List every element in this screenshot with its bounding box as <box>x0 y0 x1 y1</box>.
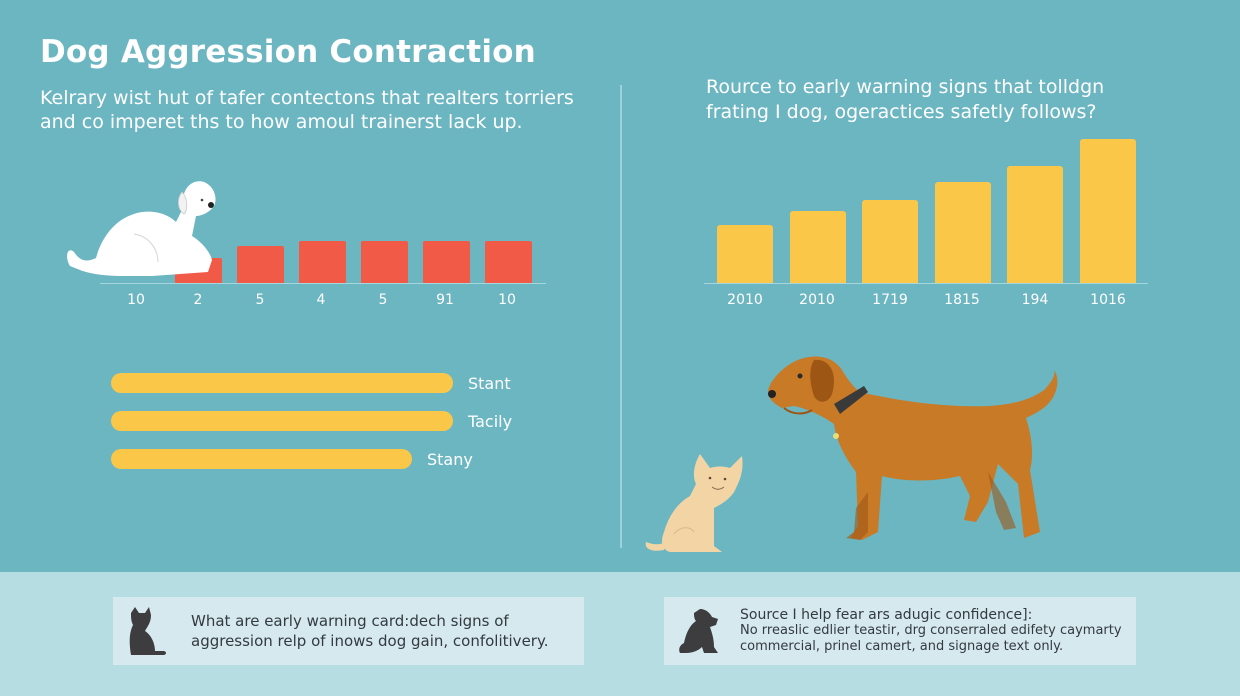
x-tick: 10 <box>498 292 516 308</box>
hbar-label: Tacily <box>468 411 513 431</box>
x-tick: 1815 <box>944 292 980 308</box>
card-right-text: Source I help fear ars adugic confidence… <box>740 607 1122 655</box>
page-title: Dog Aggression Contraction <box>40 34 536 70</box>
hbar-row: Stany <box>111 448 473 470</box>
chart-baseline <box>704 283 1148 284</box>
x-tick: 91 <box>436 292 454 308</box>
hbar <box>111 373 453 393</box>
chart-baseline <box>100 283 546 284</box>
bar-3 <box>237 246 284 283</box>
red-bar-chart: 10 2 5 4 5 91 10 <box>100 200 546 310</box>
card-right-title: Source I help fear ars adugic confidence… <box>740 607 1033 623</box>
x-tick: 2010 <box>799 292 835 308</box>
card-left-text: What are early warning card:dech signs o… <box>191 611 548 651</box>
bar-3 <box>862 200 918 283</box>
white-dog-icon <box>67 181 216 276</box>
x-tick: 2 <box>193 292 203 308</box>
hbar <box>111 449 412 469</box>
card-right-line2: commercial, prinel camert, and signage t… <box>740 639 1064 654</box>
x-tick: 2010 <box>727 292 763 308</box>
x-tick: 1719 <box>872 292 908 308</box>
bar-2 <box>790 211 846 283</box>
brown-dog-icon <box>768 356 1058 540</box>
bar-5 <box>361 241 408 283</box>
horizontal-bar-list: Stant Tacily Stany <box>111 372 551 472</box>
hbar <box>111 411 453 431</box>
yellow-bar-chart: 2010 2010 1719 1815 194 1016 <box>704 130 1148 315</box>
x-tick: 4 <box>316 292 326 308</box>
dog-silhouette-icon <box>679 609 718 653</box>
bar-4 <box>935 182 991 283</box>
bar-6 <box>423 241 470 283</box>
right-panel-question: Rource to early warning signs that tolld… <box>706 76 1105 123</box>
card-right-line1: No rreaslic edlier teastir, drg conserra… <box>740 623 1122 638</box>
x-tick: 5 <box>255 292 265 308</box>
bar-6 <box>1080 139 1136 283</box>
page-subtitle: Kelrary wist hut of tafer contectons tha… <box>40 87 574 133</box>
bar-4 <box>299 241 346 283</box>
x-tick: 10 <box>127 292 145 308</box>
card-left-line2: aggression relp of inows dog gain, confo… <box>191 632 549 650</box>
info-card-left: What are early warning card:dech signs o… <box>113 597 584 665</box>
bar-7 <box>485 241 532 283</box>
vertical-divider <box>620 85 622 548</box>
bar-1 <box>717 225 773 283</box>
hbar-label: Stany <box>427 449 473 469</box>
x-tick: 194 <box>1021 292 1049 308</box>
hbar-label: Stant <box>468 373 511 393</box>
card-left-line1: What are early warning card:dech signs o… <box>191 612 509 630</box>
x-tick: 1016 <box>1090 292 1126 308</box>
x-tick: 5 <box>378 292 388 308</box>
bar-5 <box>1007 166 1063 283</box>
cat-icon <box>645 454 743 552</box>
cat-silhouette-icon <box>129 607 166 655</box>
info-card-right: Source I help fear ars adugic confidence… <box>664 597 1136 665</box>
hbar-row: Stant <box>111 372 511 394</box>
hbar-row: Tacily <box>111 410 512 432</box>
